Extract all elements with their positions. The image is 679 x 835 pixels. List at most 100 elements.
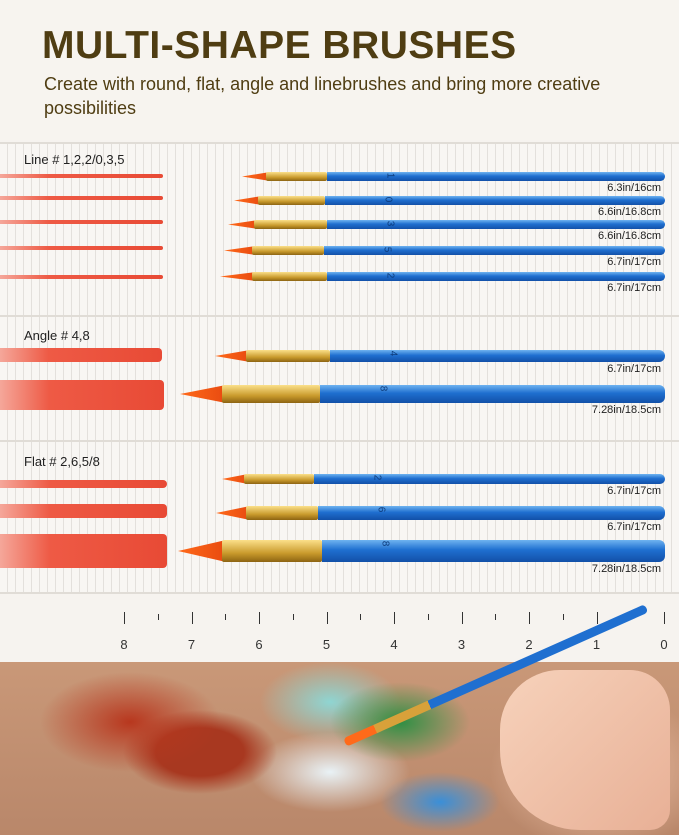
brush-ferrule bbox=[252, 246, 324, 255]
brush-bristles bbox=[178, 540, 226, 562]
brush-bristles bbox=[228, 220, 258, 229]
ruler-label: 1 bbox=[592, 637, 601, 652]
page-title: MULTI-SHAPE BRUSHES bbox=[42, 24, 517, 67]
paint-stroke bbox=[0, 220, 163, 224]
paint-stroke bbox=[0, 196, 163, 200]
brush-length: 6.6in/16.8cm bbox=[598, 230, 661, 242]
ruler-tick bbox=[225, 614, 227, 620]
brush-ferrule bbox=[266, 172, 327, 181]
ruler-tick bbox=[529, 612, 530, 624]
brush: 2 bbox=[0, 474, 679, 484]
section-label: Angle # 4,8 bbox=[24, 328, 90, 343]
paint-stroke bbox=[0, 380, 164, 410]
brush-number: 2 bbox=[384, 272, 396, 279]
ruler-tick bbox=[157, 614, 159, 620]
brush: 5 bbox=[0, 246, 679, 255]
paint-stroke bbox=[0, 348, 162, 362]
paint-stroke bbox=[0, 275, 163, 279]
brush-handle bbox=[327, 220, 665, 229]
ruler-tick bbox=[664, 612, 665, 624]
brush: 4 bbox=[0, 350, 679, 362]
brush-bristles bbox=[216, 506, 250, 520]
brush-bristles bbox=[180, 385, 226, 403]
brush-handle bbox=[314, 474, 665, 484]
subtitle: Create with round, flat, angle and lineb… bbox=[44, 74, 601, 118]
ruler-label: 6 bbox=[255, 637, 263, 652]
brush: 2 bbox=[0, 272, 679, 281]
brush-bristles bbox=[242, 172, 270, 181]
ruler-tick bbox=[124, 612, 125, 624]
brush-length: 6.3in/16cm bbox=[607, 182, 661, 194]
brush: 1 bbox=[0, 172, 679, 181]
brush-number: 8 bbox=[377, 385, 389, 392]
brush-ferrule bbox=[252, 272, 327, 281]
brush-length: 6.7in/17cm bbox=[607, 363, 661, 375]
header: MULTI-SHAPE BRUSHES Create with round, f… bbox=[0, 0, 679, 140]
brush-handle bbox=[327, 272, 665, 281]
ruler-tick bbox=[292, 614, 294, 620]
brush-number: 5 bbox=[381, 246, 393, 253]
brush-number: 2 bbox=[371, 474, 383, 481]
brush-handle bbox=[330, 350, 665, 362]
brush: 3 bbox=[0, 220, 679, 229]
paint-stroke bbox=[0, 480, 167, 488]
brush-ferrule bbox=[254, 220, 327, 229]
section-label: Flat # 2,6,5/8 bbox=[24, 454, 100, 469]
ruler-label: 7 bbox=[187, 637, 196, 652]
brush-number: 8 bbox=[379, 540, 391, 547]
brush: 8 bbox=[0, 540, 679, 562]
brush-handle bbox=[324, 246, 665, 255]
ruler-tick bbox=[461, 612, 463, 624]
brush-ferrule bbox=[222, 385, 320, 403]
brush-number: 0 bbox=[382, 196, 394, 203]
brush-length: 7.28in/18.5cm bbox=[591, 404, 661, 416]
ruler-tick bbox=[427, 614, 429, 620]
section-label: Line # 1,2,2/0,3,5 bbox=[24, 152, 125, 167]
brush-bristles bbox=[220, 272, 256, 281]
brush-ferrule bbox=[246, 350, 330, 362]
brush: 8 bbox=[0, 385, 679, 403]
ruler-label: 0 bbox=[660, 637, 668, 652]
brush-handle bbox=[322, 540, 665, 562]
ruler-label: 8 bbox=[120, 637, 128, 652]
ruler-tick bbox=[596, 612, 598, 624]
ruler-label: 5 bbox=[322, 637, 331, 652]
brush-length: 6.7in/17cm bbox=[607, 256, 661, 268]
ruler-tick bbox=[562, 614, 564, 620]
brush-ferrule bbox=[258, 196, 325, 205]
divider bbox=[0, 592, 679, 594]
brush-number: 3 bbox=[384, 220, 396, 227]
brush-length: 6.6in/16.8cm bbox=[598, 206, 661, 218]
brush-bristles bbox=[215, 350, 250, 362]
hand-image bbox=[500, 670, 670, 830]
brush-ferrule bbox=[222, 540, 322, 562]
ruler-tick bbox=[360, 614, 362, 620]
brush-chart bbox=[0, 143, 679, 593]
ruler-tick bbox=[326, 612, 328, 624]
brush-handle bbox=[318, 506, 665, 520]
divider bbox=[0, 440, 679, 442]
brush: 6 bbox=[0, 506, 679, 520]
ruler-label: 4 bbox=[390, 637, 398, 652]
paint-stroke bbox=[0, 246, 163, 250]
ruler-tick bbox=[259, 612, 260, 624]
divider bbox=[0, 315, 679, 317]
brush-handle bbox=[327, 172, 665, 181]
ruler-label: 2 bbox=[525, 637, 533, 652]
brush-number: 4 bbox=[387, 350, 399, 357]
brush-bristles bbox=[222, 474, 248, 484]
brush-length: 7.28in/18.5cm bbox=[591, 563, 661, 575]
paint-stroke bbox=[0, 534, 167, 568]
brush-length: 6.7in/17cm bbox=[607, 282, 661, 294]
brush-number: 1 bbox=[384, 172, 396, 179]
ruler-tick bbox=[191, 612, 193, 624]
paint-stroke bbox=[0, 504, 167, 518]
ruler-label: 3 bbox=[457, 637, 466, 652]
brush-handle bbox=[320, 385, 665, 403]
brush-handle bbox=[325, 196, 665, 205]
brush: 0 bbox=[0, 196, 679, 205]
brush-number: 6 bbox=[375, 506, 387, 513]
brush-length: 6.7in/17cm bbox=[607, 521, 661, 533]
brush-ferrule bbox=[244, 474, 314, 484]
brush-ferrule bbox=[246, 506, 318, 520]
